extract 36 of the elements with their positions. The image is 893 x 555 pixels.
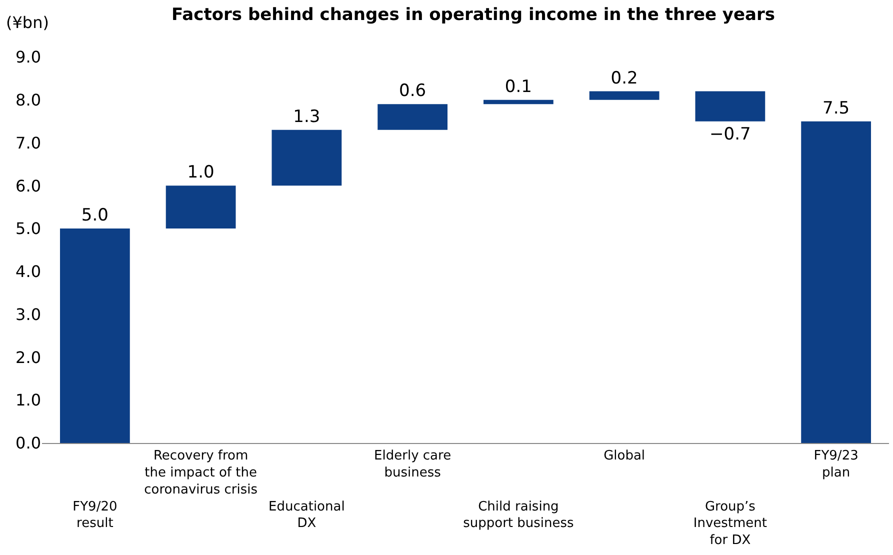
y-tick-label: 2.0	[16, 348, 41, 367]
x-tick-label: FY9/23 plan	[814, 448, 858, 480]
data-label: −0.7	[710, 124, 751, 144]
bar	[695, 91, 766, 122]
bar	[60, 228, 130, 443]
bar	[484, 100, 554, 104]
data-label: 0.1	[504, 76, 532, 97]
bar	[801, 121, 871, 443]
y-tick-label: 1.0	[16, 390, 41, 410]
y-tick-label: 8.0	[16, 90, 41, 110]
y-tick-label: 7.0	[16, 133, 41, 152]
bar	[272, 130, 342, 186]
data-label: 1.0	[187, 162, 214, 183]
x-tick-label: Group’s Investment for DX	[693, 499, 768, 548]
x-tick-label: Educational DX	[268, 499, 345, 532]
data-label: 0.2	[610, 68, 638, 88]
data-label: 5.0	[81, 206, 108, 226]
y-axis-title: (¥bn)	[6, 13, 49, 32]
bar	[166, 186, 236, 229]
y-tick-label: 0.0	[16, 434, 41, 453]
bar	[378, 104, 448, 130]
data-label: 0.6	[399, 81, 426, 102]
chart-title: Factors behind changes in operating income in the three years	[172, 5, 776, 26]
bar	[589, 91, 660, 100]
data-label: 7.5	[822, 98, 850, 118]
x-tick-label: Child raising support business	[463, 499, 574, 532]
x-tick-label: Global	[604, 448, 646, 464]
x-tick-label: Elderly care business	[374, 448, 452, 480]
y-tick-label: 5.0	[16, 219, 41, 238]
data-label: 1.3	[293, 106, 320, 127]
y-tick-label: 3.0	[16, 304, 41, 324]
x-tick-label: Recovery from the impact of the coronavirus crisis	[144, 448, 258, 498]
y-tick-label: 9.0	[16, 48, 41, 67]
y-tick-label: 4.0	[16, 262, 41, 282]
x-tick-label: FY9/20 result	[72, 499, 118, 532]
y-tick-label: 6.0	[16, 176, 41, 196]
